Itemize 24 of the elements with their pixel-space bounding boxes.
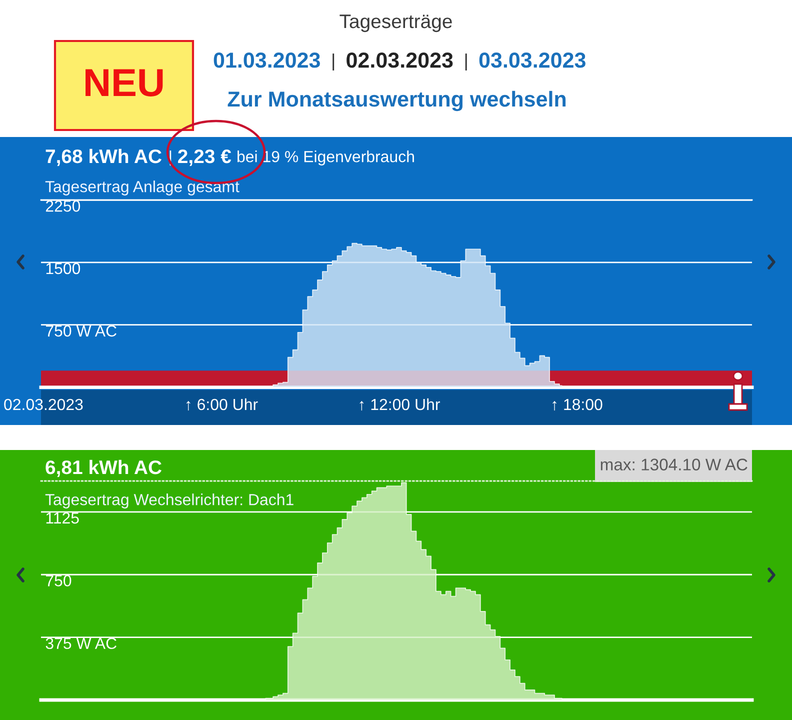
text: 2,23 €: [178, 149, 232, 166]
y-tick-label: 750: [46, 575, 72, 586]
text: Zur Monatsauswertung wechseln: [228, 90, 566, 112]
x-tick-label: 02.03.2023: [4, 398, 83, 410]
text: Tageserträge: [340, 14, 452, 32]
y-tick-label: 2250: [46, 200, 80, 212]
text: NEU: [86, 69, 163, 96]
text: Tagesertrag Wechselrichter: Dach1: [45, 494, 294, 508]
text: |: [332, 54, 334, 70]
x-tick-label: ↑ 12:00 Uhr: [360, 398, 440, 410]
x-tick-label: ↑ 6:00 Uhr: [186, 398, 258, 410]
chart-title: 7,68 kWh AC: [46, 148, 162, 166]
chart-subtitle: Tagesertrag Anlage gesamt: [45, 180, 240, 196]
text: 01.03.2023: [214, 52, 320, 68]
chart-title: 6,81 kWh AC: [46, 460, 162, 478]
y-tick-label: 1500: [46, 262, 80, 274]
y-tick-label: 375 W AC: [46, 638, 116, 650]
text: max: 1304.10 W AC: [600, 458, 748, 470]
text: |: [465, 54, 467, 70]
text: 02.03.2023: [346, 52, 453, 68]
y-tick-label: 1125: [46, 512, 79, 524]
y-tick-label: 750 W AC: [46, 325, 116, 337]
text: 03.03.2023: [479, 52, 586, 68]
x-tick-label: ↑ 18:00: [552, 398, 602, 410]
